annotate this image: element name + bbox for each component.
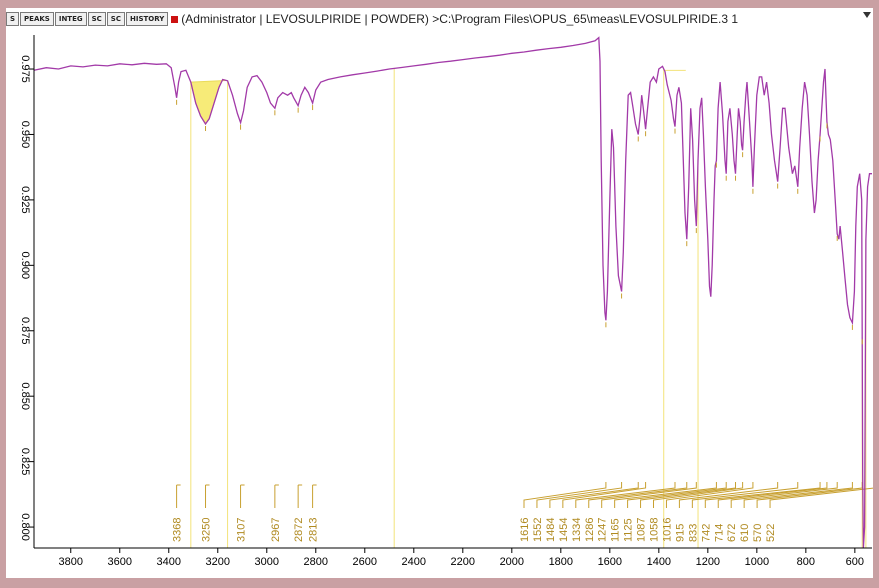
y-tick-label: 0.975 bbox=[19, 55, 31, 83]
x-tick-label: 1400 bbox=[647, 556, 671, 568]
peak-label: 3368 bbox=[172, 518, 184, 542]
peak-leader bbox=[717, 482, 828, 508]
toolbar: S PEAKS INTEG SC SC HISTORY (Administrat… bbox=[6, 8, 873, 30]
peak-label: 672 bbox=[726, 524, 738, 542]
peak-label: 1058 bbox=[649, 518, 661, 542]
peak-label: 3107 bbox=[236, 518, 248, 542]
peak-leader bbox=[665, 482, 754, 508]
y-tick-label: 0.950 bbox=[19, 121, 31, 149]
y-tick-label: 0.850 bbox=[19, 382, 31, 410]
x-tick-label: 3800 bbox=[59, 556, 83, 568]
toolbar-button-peaks[interactable]: PEAKS bbox=[20, 12, 54, 26]
spectrum-chart[interactable]: 3800 3600 3400 3200 3000 2800 2600 2400 2200 2000… bbox=[6, 30, 875, 578]
peak-leader bbox=[523, 482, 607, 508]
peak-leader bbox=[601, 482, 697, 508]
toolbar-button-integ[interactable]: INTEG bbox=[54, 12, 87, 26]
peak-label: 1247 bbox=[597, 518, 609, 542]
spectrum-line bbox=[33, 36, 872, 549]
peak-leader bbox=[640, 482, 737, 508]
peak-leader bbox=[704, 482, 821, 508]
x-tick-label: 3200 bbox=[206, 556, 230, 568]
integration-area bbox=[190, 78, 227, 125]
peak-label: 1087 bbox=[636, 518, 648, 542]
y-tick-label: 0.925 bbox=[19, 186, 31, 214]
peak-label: 2872 bbox=[293, 518, 305, 542]
peak-leader bbox=[614, 482, 717, 508]
x-tick-label: 800 bbox=[797, 556, 815, 568]
peak-label: 1016 bbox=[661, 518, 673, 542]
peak-label: 2967 bbox=[270, 518, 282, 542]
peak-label: 833 bbox=[687, 524, 699, 542]
peak-leader bbox=[627, 482, 727, 508]
peak-label: 3250 bbox=[201, 518, 213, 542]
peak-label: 1552 bbox=[532, 518, 544, 542]
x-tick-label: 1000 bbox=[745, 556, 769, 568]
peak-label: 1125 bbox=[623, 518, 635, 542]
spectrum-title: (Administrator | LEVOSULPIRIDE | POWDER)… bbox=[181, 12, 739, 26]
y-tick-label: 0.800 bbox=[19, 513, 31, 541]
toolbar-button-sc-1[interactable]: SC bbox=[87, 12, 106, 26]
peak-leader bbox=[588, 482, 688, 508]
peak-leader bbox=[691, 482, 799, 508]
peak-label: 742 bbox=[700, 524, 712, 542]
x-tick-label: 3000 bbox=[255, 556, 279, 568]
x-tick-label: 3600 bbox=[108, 556, 132, 568]
peak-label: 915 bbox=[674, 524, 686, 542]
peak-leader bbox=[549, 482, 639, 508]
x-tick-label: 2600 bbox=[353, 556, 377, 568]
peak-leader bbox=[653, 482, 744, 508]
x-tick-label: 2800 bbox=[304, 556, 328, 568]
dropdown-arrow-icon[interactable] bbox=[863, 12, 871, 18]
x-tick-label: 1200 bbox=[696, 556, 720, 568]
peak-label: 1286 bbox=[584, 518, 596, 542]
peak-label: 610 bbox=[739, 524, 751, 542]
peak-label: 2813 bbox=[308, 518, 320, 542]
peak-leader bbox=[575, 482, 676, 508]
peak-label: 1484 bbox=[545, 518, 557, 542]
peak-label: 714 bbox=[713, 524, 725, 542]
x-tick-label: 1600 bbox=[598, 556, 622, 568]
spectrum-checkbox-icon[interactable] bbox=[171, 15, 179, 23]
x-tick-label: 600 bbox=[846, 556, 864, 568]
peak-label: 1616 bbox=[519, 518, 531, 542]
peak-label: 522 bbox=[765, 524, 777, 542]
x-tick-label: 2400 bbox=[402, 556, 426, 568]
spectrum-plot-frame: 3800 3600 3400 3200 3000 2800 2600 2400 2200 2000… bbox=[6, 30, 875, 578]
x-tick-label: 2200 bbox=[451, 556, 475, 568]
toolbar-button-s[interactable]: S bbox=[6, 12, 20, 26]
x-tick-label: 1800 bbox=[549, 556, 573, 568]
peak-leader bbox=[730, 482, 838, 508]
y-tick-label: 0.825 bbox=[19, 448, 31, 476]
peak-label: 1165 bbox=[610, 518, 622, 542]
peak-leader bbox=[562, 482, 647, 508]
peak-label: 570 bbox=[752, 524, 764, 542]
peak-leader bbox=[743, 482, 853, 508]
x-tick-label: 3400 bbox=[157, 556, 181, 568]
peak-label: 1454 bbox=[558, 518, 570, 542]
toolbar-button-sc-2[interactable]: SC bbox=[106, 12, 125, 26]
toolbar-button-history[interactable]: HISTORY bbox=[125, 12, 169, 26]
y-tick-label: 0.900 bbox=[19, 252, 31, 280]
peak-label: 1334 bbox=[571, 518, 583, 542]
peak-leader bbox=[536, 482, 623, 508]
x-tick-label: 2000 bbox=[500, 556, 524, 568]
peak-leader bbox=[678, 482, 779, 508]
y-tick-label: 0.875 bbox=[19, 317, 31, 345]
